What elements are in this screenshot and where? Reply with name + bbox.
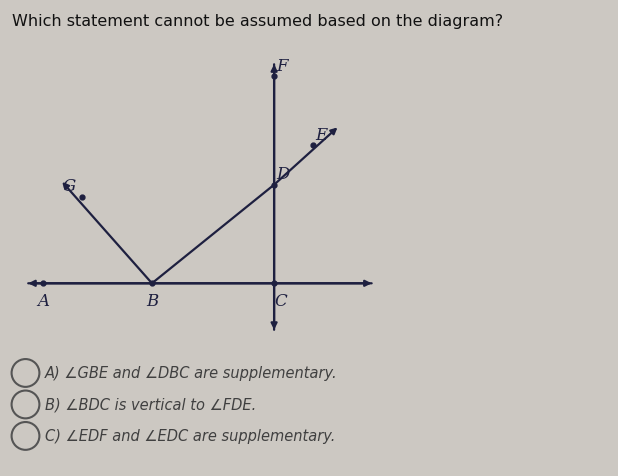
Text: D: D [276,166,290,183]
Text: F: F [276,58,288,75]
Text: E: E [316,127,328,144]
Text: G: G [62,177,75,194]
Text: B: B [146,293,158,309]
Text: B) ∠BDC is vertical to ∠FDE.: B) ∠BDC is vertical to ∠FDE. [45,397,256,412]
Text: Which statement cannot be assumed based on the diagram?: Which statement cannot be assumed based … [12,14,504,29]
Text: A) ∠GBE and ∠DBC are supplementary.: A) ∠GBE and ∠DBC are supplementary. [45,366,337,381]
Text: A: A [37,293,49,309]
Text: C) ∠EDF and ∠EDC are supplementary.: C) ∠EDF and ∠EDC are supplementary. [45,428,336,444]
Text: C: C [274,293,287,309]
